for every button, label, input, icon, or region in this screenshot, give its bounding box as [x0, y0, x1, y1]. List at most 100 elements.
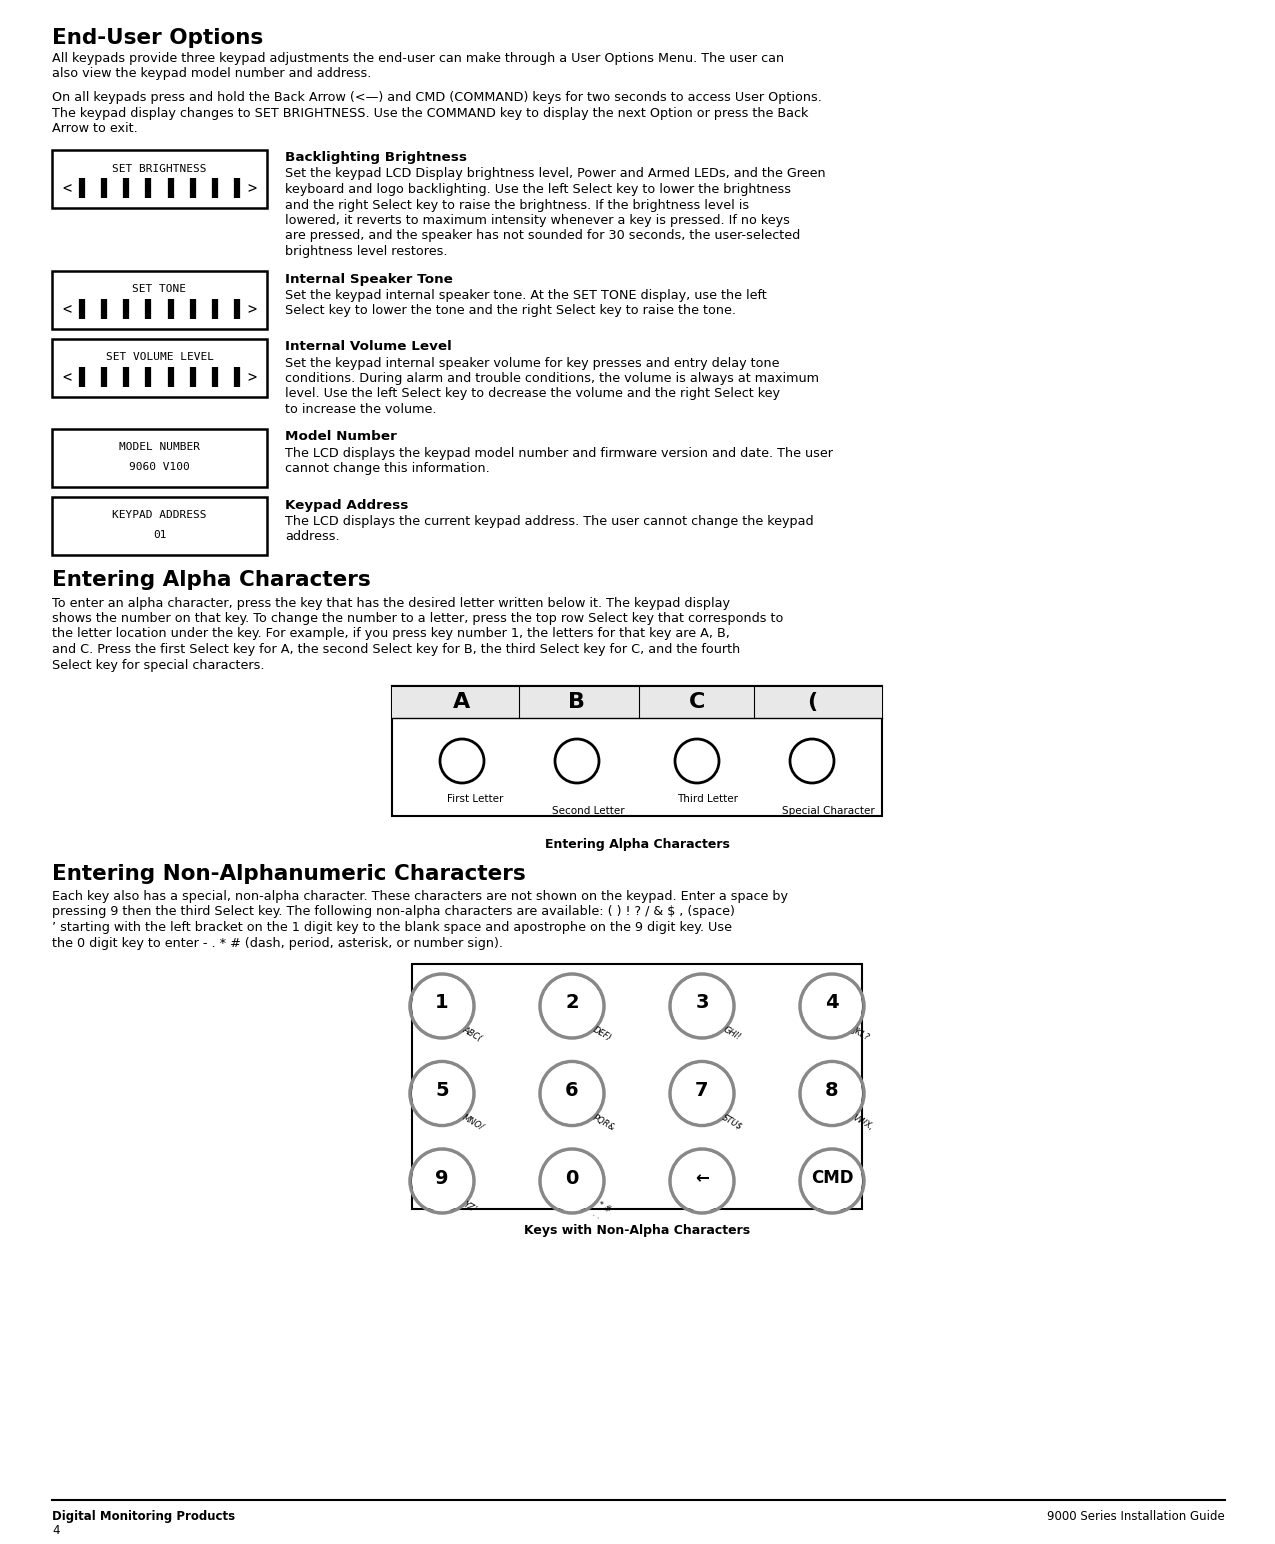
Text: 6: 6: [565, 1081, 579, 1099]
Text: B: B: [569, 692, 585, 712]
Bar: [52, 429, 266, 486]
Text: VWX,: VWX,: [852, 1113, 875, 1132]
Text: >: >: [247, 371, 258, 386]
Bar: [52, 150, 266, 207]
Text: and C. Press the first Select key for A, the second Select key for B, the third : and C. Press the first Select key for A,…: [52, 642, 741, 656]
Circle shape: [542, 976, 602, 1036]
Bar: [391, 686, 882, 815]
Text: brightness level restores.: brightness level restores.: [286, 245, 448, 258]
Text: 7: 7: [695, 1081, 709, 1099]
Text: <: <: [62, 182, 71, 196]
Text: address.: address.: [286, 530, 339, 543]
Text: 01: 01: [153, 531, 166, 540]
Circle shape: [672, 1150, 732, 1210]
Circle shape: [542, 1064, 602, 1124]
Text: KEYPAD ADDRESS: KEYPAD ADDRESS: [112, 511, 207, 520]
Circle shape: [542, 1150, 602, 1210]
Bar: [52, 338, 266, 397]
Bar: [391, 686, 882, 718]
Text: <: <: [62, 303, 71, 318]
Text: The keypad display changes to SET BRIGHTNESS. Use the COMMAND key to display the: The keypad display changes to SET BRIGHT…: [52, 107, 808, 119]
Text: Entering Alpha Characters: Entering Alpha Characters: [52, 570, 371, 590]
Bar: [52, 270, 266, 329]
Text: Entering Alpha Characters: Entering Alpha Characters: [544, 838, 729, 851]
Text: >: >: [247, 182, 258, 196]
Text: Model Number: Model Number: [286, 431, 397, 443]
Circle shape: [672, 976, 732, 1036]
Text: 9: 9: [435, 1169, 449, 1187]
Bar: [52, 497, 266, 554]
Text: C: C: [688, 692, 705, 712]
Text: Entering Non-Alphanumeric Characters: Entering Non-Alphanumeric Characters: [52, 865, 525, 885]
Text: conditions. During alarm and trouble conditions, the volume is always at maximum: conditions. During alarm and trouble con…: [286, 372, 819, 384]
Text: 4: 4: [825, 993, 839, 1013]
Text: Backlighting Brightness: Backlighting Brightness: [286, 151, 467, 165]
Text: <: <: [62, 371, 71, 386]
Text: level. Use the left Select key to decrease the volume and the right Select key: level. Use the left Select key to decrea…: [286, 388, 780, 400]
Text: 0: 0: [565, 1169, 579, 1187]
Text: ’ starting with the left bracket on the 1 digit key to the blank space and apost: ’ starting with the left bracket on the …: [52, 922, 732, 934]
Text: 8: 8: [825, 1081, 839, 1099]
Text: Digital Monitoring Products: Digital Monitoring Products: [52, 1510, 235, 1522]
Text: The LCD displays the current keypad address. The user cannot change the keypad: The LCD displays the current keypad addr…: [286, 514, 813, 528]
Text: keyboard and logo backlighting. Use the left Select key to lower the brightness: keyboard and logo backlighting. Use the …: [286, 184, 790, 196]
Text: 9060 V100: 9060 V100: [129, 463, 190, 472]
Text: 3: 3: [695, 993, 709, 1013]
Text: pressing 9 then the third Select key. The following non-alpha characters are ava: pressing 9 then the third Select key. Th…: [52, 905, 734, 919]
Text: GHI!: GHI!: [722, 1025, 742, 1042]
Bar: [412, 963, 862, 1209]
Text: >: >: [247, 303, 258, 318]
Circle shape: [802, 976, 862, 1036]
Text: End-User Options: End-User Options: [52, 28, 263, 48]
Text: Keypad Address: Keypad Address: [286, 499, 408, 511]
Text: First Letter: First Letter: [448, 794, 504, 804]
Text: to increase the volume.: to increase the volume.: [286, 403, 436, 415]
Text: also view the keypad model number and address.: also view the keypad model number and ad…: [52, 68, 371, 80]
Text: Second Letter: Second Letter: [552, 806, 625, 815]
Circle shape: [802, 1150, 862, 1210]
Text: MNO/: MNO/: [462, 1113, 486, 1132]
Text: Third Letter: Third Letter: [677, 794, 738, 804]
Text: PQR&: PQR&: [592, 1113, 617, 1132]
Text: All keypads provide three keypad adjustments the end-user can make through a Use: All keypads provide three keypad adjustm…: [52, 52, 784, 65]
Text: shows the number on that key. To change the number to a letter, press the top ro: shows the number on that key. To change …: [52, 611, 783, 625]
Text: Select key for special characters.: Select key for special characters.: [52, 658, 264, 672]
Text: Special Character: Special Character: [782, 806, 875, 815]
Text: YZ’: YZ’: [462, 1200, 477, 1215]
Text: Select key to lower the tone and the right Select key to raise the tone.: Select key to lower the tone and the rig…: [286, 304, 736, 317]
Text: the 0 digit key to enter - . * # (dash, period, asterisk, or number sign).: the 0 digit key to enter - . * # (dash, …: [52, 937, 504, 950]
Text: Set the keypad internal speaker tone. At the SET TONE display, use the left: Set the keypad internal speaker tone. At…: [286, 289, 766, 301]
Circle shape: [802, 1064, 862, 1124]
Text: lowered, it reverts to maximum intensity whenever a key is pressed. If no keys: lowered, it reverts to maximum intensity…: [286, 215, 790, 227]
Text: ←: ←: [695, 1169, 709, 1187]
Text: On all keypads press and hold the Back Arrow (<—) and CMD (COMMAND) keys for two: On all keypads press and hold the Back A…: [52, 91, 822, 103]
Text: 4: 4: [52, 1524, 60, 1536]
Text: ABC(: ABC(: [462, 1025, 483, 1044]
Text: Set the keypad LCD Display brightness level, Power and Armed LEDs, and the Green: Set the keypad LCD Display brightness le…: [286, 167, 826, 181]
Text: and the right Select key to raise the brightness. If the brightness level is: and the right Select key to raise the br…: [286, 199, 750, 212]
Text: SET TONE: SET TONE: [133, 284, 186, 295]
Text: Arrow to exit.: Arrow to exit.: [52, 122, 138, 134]
Text: Internal Speaker Tone: Internal Speaker Tone: [286, 272, 453, 286]
Circle shape: [412, 976, 472, 1036]
Text: SET VOLUME LEVEL: SET VOLUME LEVEL: [106, 352, 213, 363]
Text: (: (: [807, 692, 817, 712]
Circle shape: [412, 1064, 472, 1124]
Text: cannot change this information.: cannot change this information.: [286, 462, 490, 476]
Circle shape: [412, 1150, 472, 1210]
Text: DEF): DEF): [592, 1025, 613, 1042]
Text: 1: 1: [435, 993, 449, 1013]
Text: are pressed, and the speaker has not sounded for 30 seconds, the user-selected: are pressed, and the speaker has not sou…: [286, 230, 801, 242]
Text: Set the keypad internal speaker volume for key presses and entry delay tone: Set the keypad internal speaker volume f…: [286, 357, 779, 369]
Text: A: A: [454, 692, 470, 712]
Text: * #
. .: * # . .: [592, 1200, 613, 1224]
Text: the letter location under the key. For example, if you press key number 1, the l: the letter location under the key. For e…: [52, 627, 729, 641]
Text: MODEL NUMBER: MODEL NUMBER: [119, 443, 200, 452]
Text: Internal Volume Level: Internal Volume Level: [286, 341, 451, 354]
Text: SET BRIGHTNESS: SET BRIGHTNESS: [112, 164, 207, 173]
Text: Keys with Non-Alpha Characters: Keys with Non-Alpha Characters: [524, 1224, 750, 1237]
Text: Each key also has a special, non-alpha character. These characters are not shown: Each key also has a special, non-alpha c…: [52, 889, 788, 903]
Text: 2: 2: [565, 993, 579, 1013]
Text: To enter an alpha character, press the key that has the desired letter written b: To enter an alpha character, press the k…: [52, 596, 731, 610]
Text: The LCD displays the keypad model number and firmware version and date. The user: The LCD displays the keypad model number…: [286, 446, 833, 460]
